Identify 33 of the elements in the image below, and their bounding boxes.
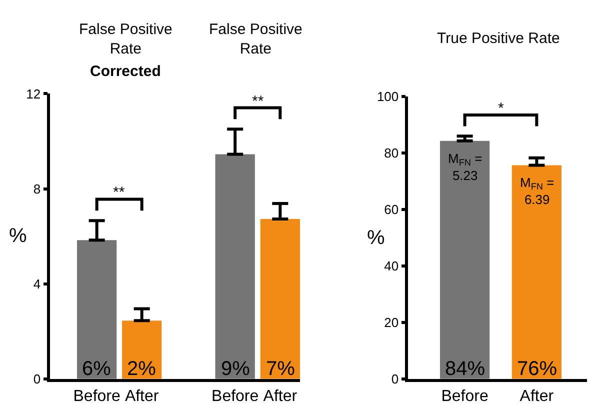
data-label: 6% [82,358,112,380]
chart-title: False Positive Rate [79,21,172,58]
y-tick-label: 4 [33,276,41,292]
data-label: 9% [221,358,250,380]
chart-title: False Positive Rate [209,21,302,58]
x-tick-label: After [263,388,298,405]
x-tick-label: After [520,388,554,405]
y-tick-label: 60 [384,202,399,218]
y-tick-label: 12 [26,86,41,102]
data-label: 84% [445,358,486,380]
data-label: 7% [266,358,296,380]
annotation: ** [113,184,125,201]
annotation: M$_{FN}$ = 6.39 [520,175,554,207]
x-tick-label: Before [73,388,120,405]
x-tick-label: Before [212,388,259,405]
y-tick-label: 40 [384,258,399,274]
annotation: ** [252,93,264,110]
y-tick-label: 20 [384,314,399,330]
y-tick-label: 8 [33,181,41,196]
y-axis-title: % [367,227,385,249]
annotation: * [498,100,504,117]
chart-title: True Positive Rate [437,30,560,47]
data-label: 2% [127,358,156,380]
x-tick-label: Before [441,388,488,405]
y-tick-label: 100 [376,89,399,104]
y-axis-title: % [9,225,27,247]
y-tick-label: 0 [391,371,399,386]
chart-subtitle: Corrected [90,63,161,80]
x-tick-label: After [124,388,160,405]
y-tick-label: 80 [384,146,399,161]
y-tick-label: 0 [33,371,41,386]
annotation: M$_{FN}$ = 5.23 [448,151,482,183]
data-label: 76% [517,358,558,380]
